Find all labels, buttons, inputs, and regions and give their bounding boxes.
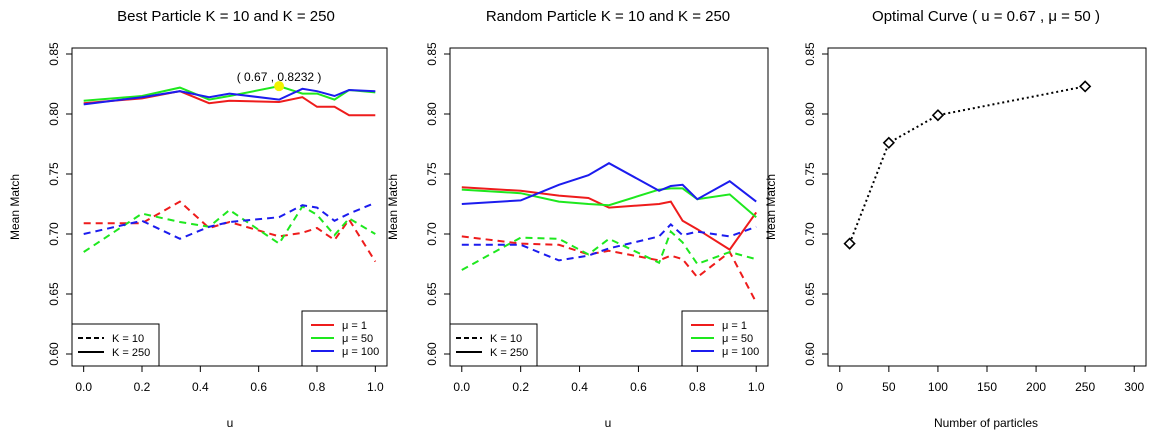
series-lines <box>843 80 1092 250</box>
x-axis: 0.0 0.2 0.4 0.6 0.8 1.0 <box>75 366 384 394</box>
series-line <box>848 85 1086 244</box>
series-line <box>461 229 757 271</box>
plot-frame <box>71 47 388 367</box>
y-tick-label: 0.80 <box>803 102 817 126</box>
series-lines <box>83 85 377 263</box>
y-axis: 0.60 0.65 0.70 0.75 0.80 0.85 <box>803 42 828 366</box>
x-tick-label: 0.0 <box>75 380 92 394</box>
x-tick-label: 0.6 <box>250 380 267 394</box>
x-tick-label: 0.2 <box>134 380 151 394</box>
x-tick-label: 1.0 <box>748 380 765 394</box>
x-tick-label: 0.8 <box>689 380 706 394</box>
data-point <box>1079 80 1092 93</box>
plot-frame <box>827 47 1147 367</box>
series-line <box>461 187 757 218</box>
legend-label: K = 10 <box>490 333 522 345</box>
y-tick-label: 0.75 <box>47 162 61 186</box>
chart-title: Random Particle K = 10 and K = 250 <box>486 8 730 25</box>
legend-label: μ = 50 <box>342 333 373 345</box>
legend-label: μ = 1 <box>342 320 367 332</box>
color-legend: μ = 1 μ = 50 μ = 100 <box>681 310 769 367</box>
x-tick-label: 100 <box>928 380 948 394</box>
y-tick-label: 0.85 <box>803 42 817 66</box>
series-line <box>83 87 376 106</box>
series-lines <box>461 162 758 303</box>
x-tick-label: 200 <box>1026 380 1046 394</box>
x-axis-label: u <box>227 416 234 430</box>
y-axis-label: Mean Match <box>764 174 778 240</box>
y-tick-label: 0.60 <box>47 342 61 366</box>
legend-label: μ = 50 <box>722 333 753 345</box>
y-axis: 0.60 0.65 0.70 0.75 0.80 0.85 <box>47 42 72 366</box>
legend-box <box>449 323 538 367</box>
data-point <box>882 136 895 149</box>
highlight-marker <box>274 81 285 92</box>
random-particle-panel: Random Particle K = 10 and K = 250 u Mea… <box>386 8 769 430</box>
x-tick-label: 0.4 <box>571 380 588 394</box>
plot-frame <box>449 47 769 367</box>
x-tick-label: 0.2 <box>512 380 529 394</box>
y-tick-label: 0.70 <box>425 222 439 246</box>
series-line <box>461 223 757 262</box>
x-axis-label: Number of particles <box>934 416 1038 430</box>
series-line <box>83 200 377 263</box>
chart-title: Best Particle K = 10 and K = 250 <box>117 8 335 25</box>
series-line <box>461 235 758 303</box>
x-tick-label: 0 <box>836 380 843 394</box>
y-axis: 0.60 0.65 0.70 0.75 0.80 0.85 <box>425 42 450 366</box>
legend-label: μ = 100 <box>722 346 759 358</box>
y-tick-label: 0.70 <box>47 222 61 246</box>
x-tick-label: 250 <box>1075 380 1095 394</box>
legend-label: μ = 1 <box>722 320 747 332</box>
best-particle-panel: Best Particle K = 10 and K = 250 u Mean … <box>8 8 388 430</box>
color-legend: μ = 1 μ = 50 μ = 100 <box>301 310 388 367</box>
x-tick-label: 1.0 <box>367 380 384 394</box>
legend-box <box>71 323 160 367</box>
y-tick-label: 0.80 <box>425 102 439 126</box>
x-tick-label: 0.0 <box>453 380 470 394</box>
y-tick-label: 0.60 <box>803 342 817 366</box>
y-tick-label: 0.65 <box>425 282 439 306</box>
linetype-legend: K = 10 K = 250 <box>71 323 160 367</box>
series-line <box>461 162 757 205</box>
y-axis-label: Mean Match <box>8 174 22 240</box>
data-point <box>931 109 945 122</box>
y-axis-label: Mean Match <box>386 174 400 240</box>
annotation: ( 0.67 , 0.8232 ) <box>237 70 322 92</box>
y-tick-label: 0.60 <box>425 342 439 366</box>
series-line <box>83 205 376 253</box>
y-tick-label: 0.70 <box>803 222 817 246</box>
y-tick-label: 0.65 <box>803 282 817 306</box>
x-axis: 0 50 100 150 200 250 300 <box>836 366 1145 394</box>
series-line <box>83 201 376 240</box>
x-axis-label: u <box>605 416 612 430</box>
linetype-legend: K = 10 K = 250 <box>449 323 538 367</box>
chart-title: Optimal Curve ( u = 0.67 , μ = 50 ) <box>872 8 1100 25</box>
x-axis: 0.0 0.2 0.4 0.6 0.8 1.0 <box>453 366 765 394</box>
legend-label: K = 10 <box>112 333 144 345</box>
y-tick-label: 0.75 <box>425 162 439 186</box>
optimal-curve-panel: Optimal Curve ( u = 0.67 , μ = 50 ) Numb… <box>764 8 1147 430</box>
x-tick-label: 0.8 <box>309 380 326 394</box>
series-line <box>461 186 758 251</box>
y-tick-label: 0.85 <box>47 42 61 66</box>
x-tick-label: 0.4 <box>192 380 209 394</box>
x-tick-label: 300 <box>1124 380 1144 394</box>
y-tick-label: 0.85 <box>425 42 439 66</box>
annotation-label: ( 0.67 , 0.8232 ) <box>237 70 322 84</box>
x-tick-label: 50 <box>882 380 896 394</box>
legend-label: μ = 100 <box>342 346 379 358</box>
data-point <box>843 237 856 250</box>
x-tick-label: 0.6 <box>630 380 647 394</box>
legend-label: K = 250 <box>490 347 528 359</box>
x-tick-label: 150 <box>977 380 997 394</box>
y-tick-label: 0.65 <box>47 282 61 306</box>
legend-label: K = 250 <box>112 347 150 359</box>
y-tick-label: 0.80 <box>47 102 61 126</box>
y-tick-label: 0.75 <box>803 162 817 186</box>
